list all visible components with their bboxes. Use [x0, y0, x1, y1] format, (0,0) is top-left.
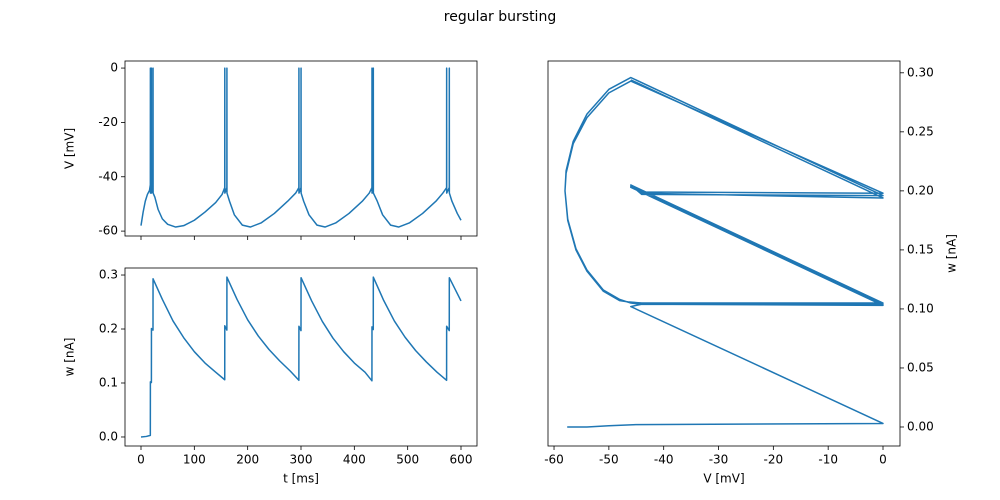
x-tick-label: 0: [879, 453, 887, 467]
y-tick-label: 0.0: [99, 429, 118, 443]
x-tick-label: 100: [183, 453, 206, 467]
x-tick-label: 500: [396, 453, 419, 467]
y-tick-label: 0.2: [99, 322, 118, 336]
x-tick-label: -20: [764, 453, 784, 467]
x-tick-label: 300: [290, 453, 313, 467]
figure-title: regular bursting: [444, 9, 556, 25]
x-tick-label: 600: [450, 453, 473, 467]
data-line: [140, 67, 462, 228]
y-tick-label: 0.15: [907, 242, 934, 256]
x-tick-label: -60: [544, 453, 564, 467]
x-tick-label: -50: [599, 453, 619, 467]
x-tick-label: 400: [343, 453, 366, 467]
x-tick-label: 0: [137, 453, 145, 467]
y-tick-label: 0.3: [99, 268, 118, 282]
y-tick-label: 0.25: [907, 124, 934, 138]
data-line: [140, 276, 462, 438]
y-tick-label: -20: [98, 115, 118, 129]
x-tick-label: -10: [818, 453, 838, 467]
y-tick-label: 0.05: [907, 360, 934, 374]
y-tick-label: 0.1: [99, 375, 118, 389]
data-line: [564, 76, 884, 428]
y-tick-label: 0.20: [907, 183, 934, 197]
x-axis-label: t [ms]: [283, 472, 319, 486]
y-axis-label: w [nA]: [63, 338, 77, 377]
y-tick-label: -60: [98, 224, 118, 238]
x-axis-label: V [mV]: [703, 472, 744, 486]
y-axis-label: V [mV]: [63, 128, 77, 169]
axes-frame: [547, 60, 901, 447]
y-tick-label: -40: [98, 169, 118, 183]
x-tick-label: -30: [709, 453, 729, 467]
x-tick-label: -40: [654, 453, 674, 467]
x-tick-label: 200: [236, 453, 259, 467]
y-tick-label: 0.00: [907, 419, 934, 433]
y-axis-label: w [nA]: [945, 234, 959, 273]
y-tick-label: 0: [110, 61, 118, 75]
y-tick-label: 0.10: [907, 301, 934, 315]
y-tick-label: 0.30: [907, 65, 934, 79]
